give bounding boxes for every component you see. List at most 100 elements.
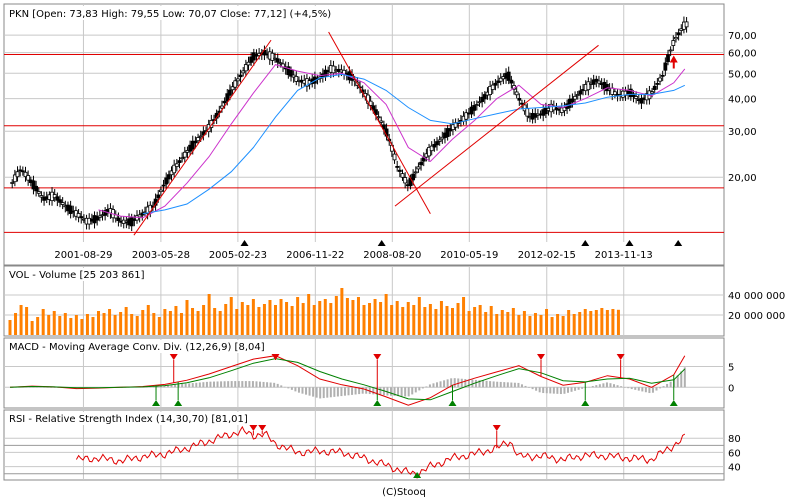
date-marker-triangle (674, 240, 683, 246)
candle-body (246, 61, 251, 66)
macd-histogram-bar (637, 387, 640, 391)
volume-y-tick-label: 40 000 000 (728, 291, 785, 302)
volume-bar (600, 308, 604, 335)
macd-histogram-bar (184, 383, 187, 388)
candle-body (437, 139, 442, 142)
macd-histogram-bar (372, 387, 375, 395)
macd-histogram-bar (53, 387, 56, 388)
volume-bar (97, 311, 100, 335)
macd-histogram-bar (620, 386, 623, 388)
volume-bar (594, 310, 598, 335)
candle-body (525, 108, 530, 117)
price-y-tick-label: 70,00 (728, 31, 757, 42)
macd-histogram-bar (195, 382, 198, 388)
macd-histogram-bar (248, 381, 251, 388)
volume-bar (434, 309, 438, 335)
date-marker-triangle (625, 240, 634, 246)
candle-body (275, 58, 280, 63)
macd-histogram-bar (595, 385, 598, 388)
candle-body (209, 120, 214, 128)
price-y-tick-labels: 70,00 60,00 50,00 40,00 30,00 20,00 (728, 31, 757, 184)
volume-bar (19, 305, 23, 335)
volume-bar (262, 304, 266, 335)
macd-histogram-bar (602, 383, 605, 388)
volume-bar (135, 316, 139, 335)
macd-histogram-bar (209, 381, 212, 388)
price-candles (10, 16, 689, 232)
rsi-line (75, 425, 686, 479)
macd-histogram-bar (627, 387, 630, 389)
rsi-signal-markers (249, 425, 501, 478)
macd-histogram-bar (259, 381, 262, 388)
candle-body (222, 100, 227, 104)
volume-bar (14, 313, 18, 335)
price-x-tick-label: 2003-05-28 (132, 250, 190, 261)
macd-histogram-bar (255, 381, 258, 388)
volume-bar (80, 319, 84, 335)
macd-buy-marker (152, 400, 161, 406)
macd-histogram-bar (301, 387, 304, 394)
macd-histogram-bar (326, 387, 329, 398)
macd-histogram-bar (450, 378, 453, 388)
candle-body (474, 104, 479, 106)
price-header: PKN [Open: 73,83 High: 79,55 Low: 70,07 … (9, 9, 331, 20)
macd-histogram-bar (159, 385, 162, 388)
macd-histogram-bar (241, 381, 244, 388)
candle-body (368, 100, 373, 106)
macd-histogram-bar (400, 387, 403, 397)
macd-histogram-bar (411, 387, 414, 395)
candle-body (60, 202, 65, 205)
macd-y-tick-labels: 50 (728, 363, 734, 395)
candle-body (395, 166, 400, 168)
candle-body (578, 90, 583, 95)
macd-histogram-bar (354, 387, 357, 395)
candle-body (10, 182, 15, 184)
candle-body (34, 185, 39, 192)
rsi-header: RSI - Relative Strength Index (14,30,70)… (9, 414, 248, 425)
macd-histogram-bar (496, 381, 499, 388)
candle-body (403, 177, 408, 184)
candle-body (12, 174, 17, 183)
volume-bar (179, 313, 183, 335)
macd-histogram-bar (174, 384, 177, 388)
volume-bar (489, 306, 493, 335)
candle-body (97, 215, 102, 218)
volume-bar (423, 307, 427, 335)
candle-body (480, 96, 485, 102)
macd-histogram-bar (542, 387, 545, 394)
macd-histogram-bar (170, 384, 173, 388)
macd-y-tick-label: 0 (728, 383, 734, 394)
volume-bar (52, 311, 56, 335)
macd-histogram-bar (212, 381, 215, 388)
volume-bar (478, 305, 482, 335)
macd-histogram-bar (351, 387, 354, 395)
price-y-tick-label: 30,00 (728, 127, 757, 138)
macd-sell-marker (373, 354, 382, 360)
volume-bar (500, 310, 504, 335)
volume-bar (290, 306, 294, 335)
trendline (328, 31, 431, 214)
volume-bar (124, 307, 128, 335)
macd-buy-marker (669, 400, 678, 406)
macd-histogram-bar (605, 382, 608, 388)
candle-body (228, 89, 232, 96)
volume-bar (207, 294, 211, 335)
macd-histogram-bar (205, 381, 208, 388)
macd-histogram-bar (531, 387, 534, 390)
candle-body (158, 189, 163, 193)
candle-body (509, 79, 514, 84)
macd-histogram-bar (676, 375, 679, 388)
price-moving-averages (98, 64, 686, 219)
candle-body (440, 136, 445, 140)
macd-histogram-bar (482, 380, 485, 388)
candle-body (371, 105, 376, 110)
candle-body (562, 107, 567, 112)
macd-histogram-bar (513, 382, 516, 388)
candle-body (634, 96, 639, 99)
candle-body (400, 173, 405, 178)
macd-histogram-bar (623, 387, 626, 388)
macd-histogram-bar (336, 387, 339, 397)
volume-bar (368, 303, 372, 335)
volume-bar (301, 303, 305, 335)
candle-body (156, 194, 161, 199)
